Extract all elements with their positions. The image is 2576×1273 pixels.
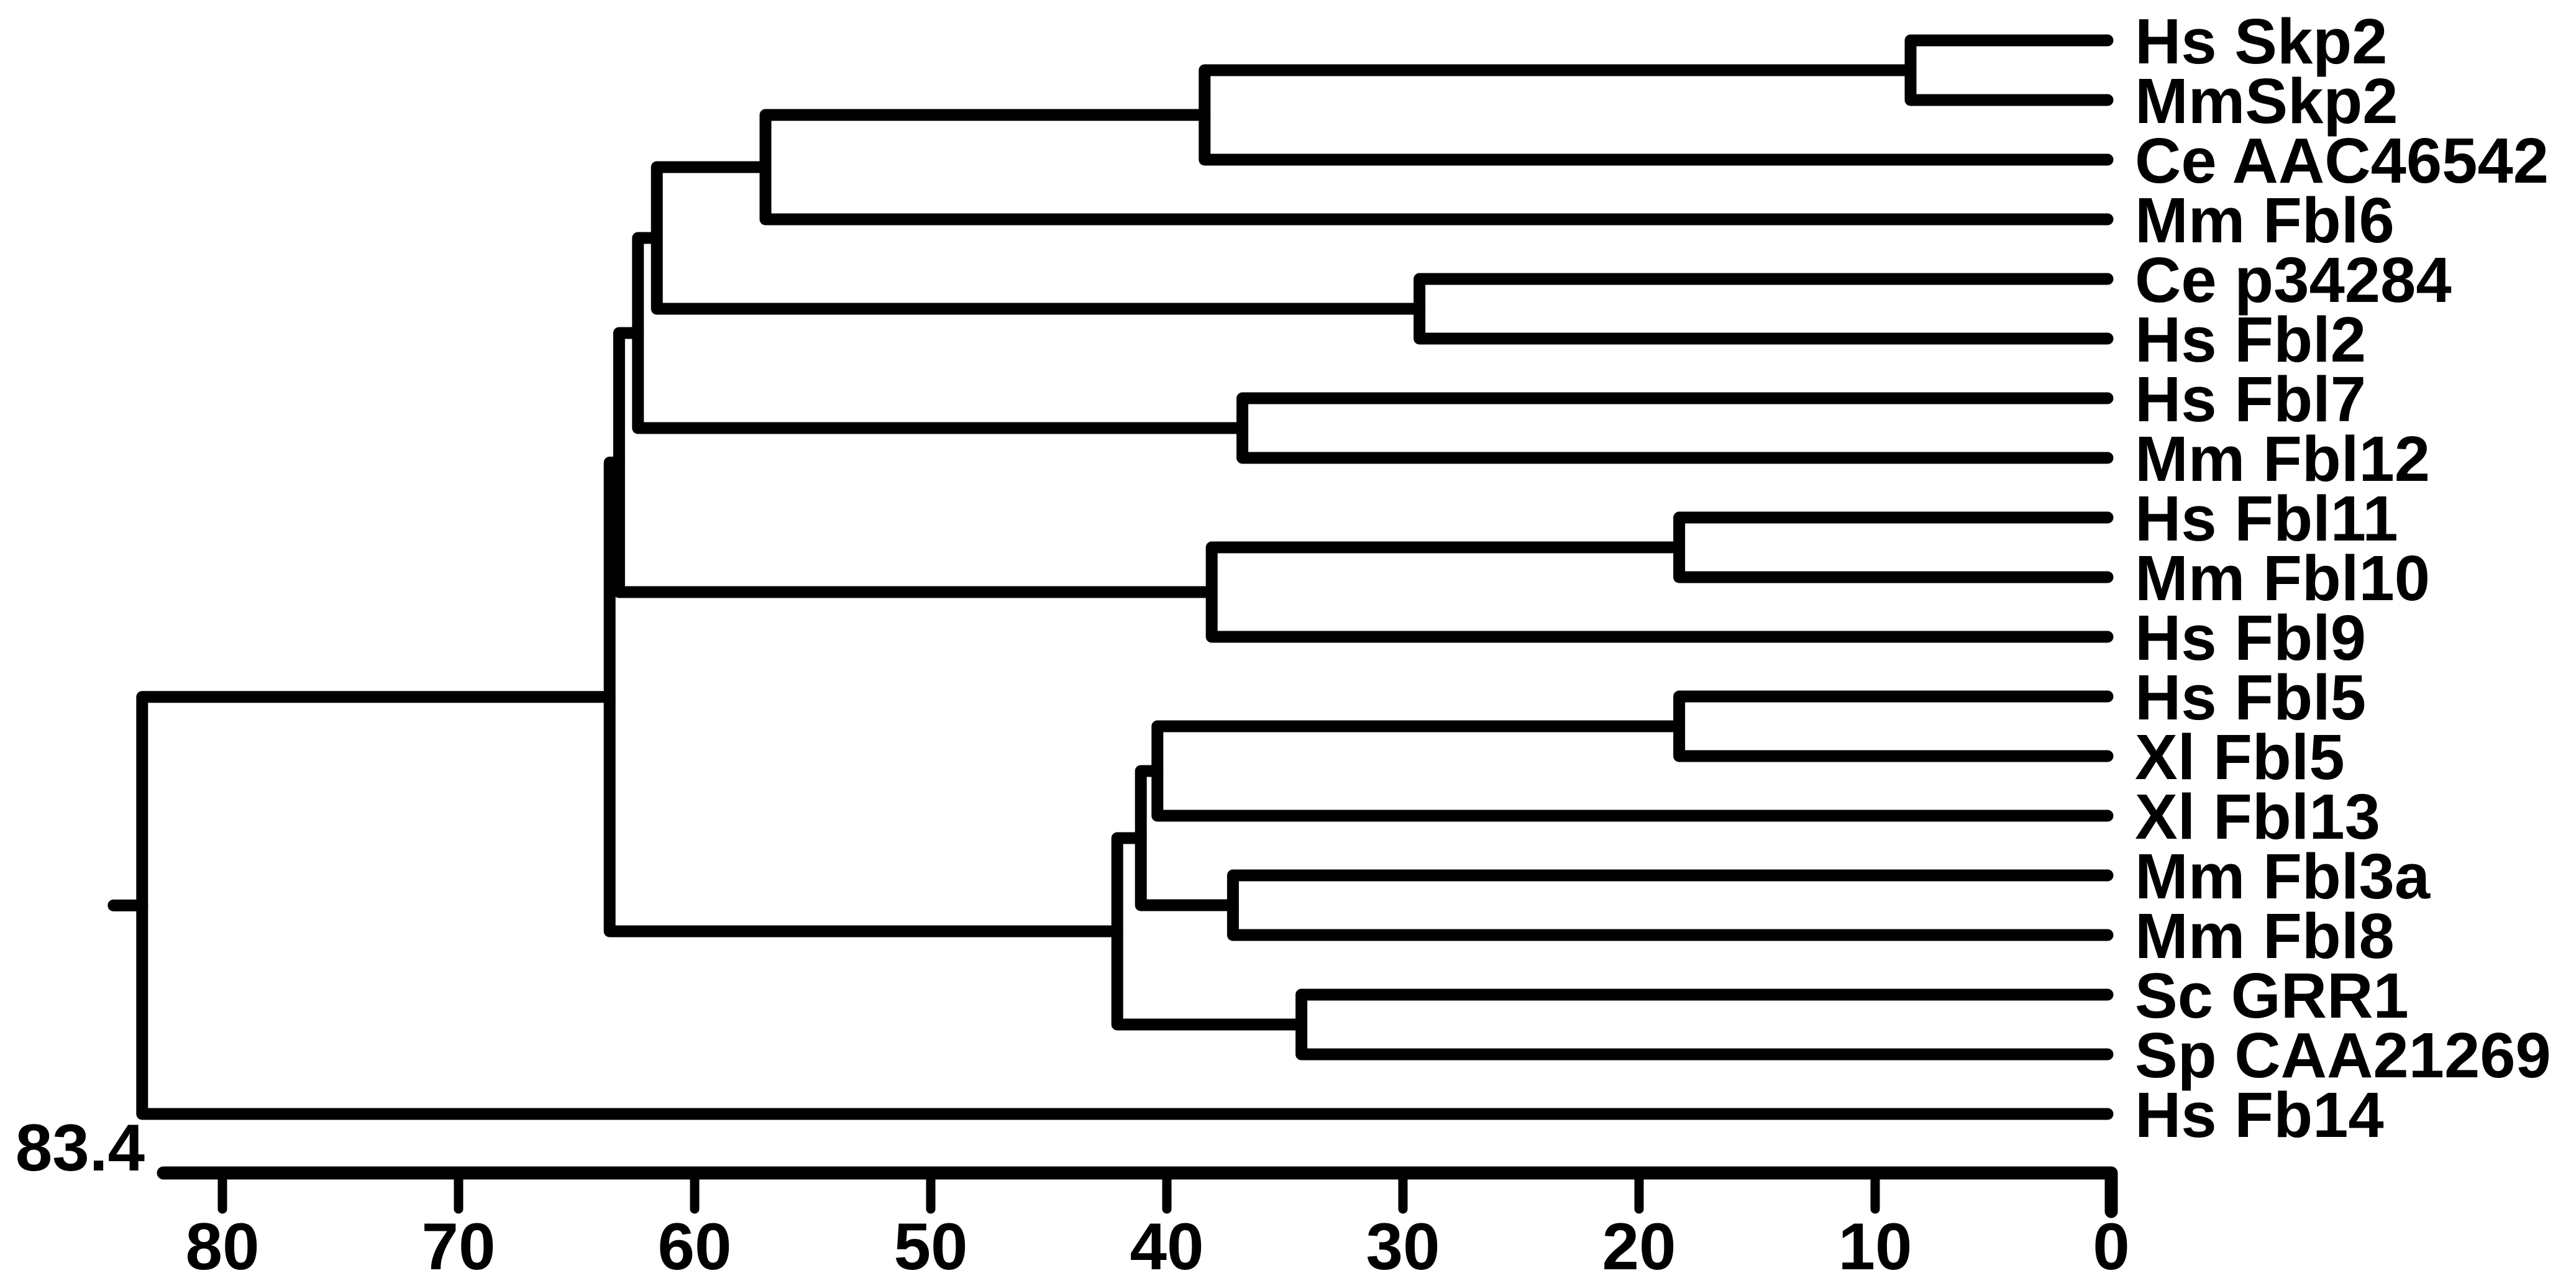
branch-path <box>1673 511 2114 583</box>
leaf-label: Hs Fbl5 <box>2135 662 2366 733</box>
branch-path <box>651 161 1426 315</box>
leaf-label: Ce p34284 <box>2135 244 2452 316</box>
leaf-label: MmSkp2 <box>2135 65 2398 137</box>
branch-path <box>1111 832 1308 1031</box>
axis-tick-label: 20 <box>1602 1209 1676 1273</box>
branch-path <box>1295 988 2114 1061</box>
distance-axis <box>157 1166 2118 1218</box>
leaf-label: Mm Fbl6 <box>2135 185 2395 256</box>
tree-branches <box>107 34 2114 1120</box>
leaf-label: Hs Fbl7 <box>2135 363 2366 435</box>
axis-tick-label: 70 <box>421 1209 495 1273</box>
branch-path <box>1135 765 1239 911</box>
branch-path <box>1205 541 2114 643</box>
leaf-label: Hs Fbl9 <box>2135 602 2366 673</box>
branch-path <box>1151 720 2114 822</box>
axis-tick-label: 60 <box>657 1209 731 1273</box>
axis-tick-labels: 80 70 60 50 40 30 20 10 0 <box>185 1209 2129 1273</box>
leaf-label: Mm Fbl10 <box>2135 542 2430 614</box>
branch-path <box>759 109 2114 226</box>
leaf-label: Ce AAC46542 <box>2135 125 2549 196</box>
leaf-label: Mm Fbl3a <box>2135 841 2431 912</box>
axis-tick-label: 30 <box>1366 1209 1440 1273</box>
leaf-label: Sp CAA21269 <box>2135 1020 2551 1091</box>
axis-tick-label: 40 <box>1130 1209 1204 1273</box>
axis-baseline <box>157 1166 2118 1218</box>
branch-path <box>1236 392 2114 464</box>
axis-tick-label: 0 <box>2093 1209 2130 1273</box>
root-distance-label: 83.4 <box>16 1110 145 1185</box>
branch-path <box>1414 273 2114 345</box>
leaf-label: Hs Fb14 <box>2135 1079 2384 1151</box>
leaf-label: Xl Fbl13 <box>2135 781 2380 852</box>
leaf-label: Mm Fbl12 <box>2135 423 2430 495</box>
leaf-label: Hs Fbl2 <box>2135 304 2366 375</box>
branch-path <box>632 232 1249 434</box>
leaf-label: Sc GRR1 <box>2135 960 2409 1031</box>
branch-path <box>1904 34 2114 106</box>
branch-path <box>613 327 1218 598</box>
axis-tick-label: 80 <box>185 1209 259 1273</box>
branch-path <box>1226 869 2114 941</box>
leaf-label: Hs Skp2 <box>2135 6 2387 77</box>
branch-path <box>603 457 1123 938</box>
branch-path <box>1199 64 2114 166</box>
axis-tick-label: 10 <box>1838 1209 1912 1273</box>
axis-tick-label: 50 <box>893 1209 967 1273</box>
leaf-label: Mm Fbl8 <box>2135 900 2395 972</box>
branch-path <box>1673 690 2114 762</box>
leaf-label: Xl Fbl5 <box>2135 721 2345 793</box>
leaf-label: Hs Fbl11 <box>2135 483 2398 554</box>
